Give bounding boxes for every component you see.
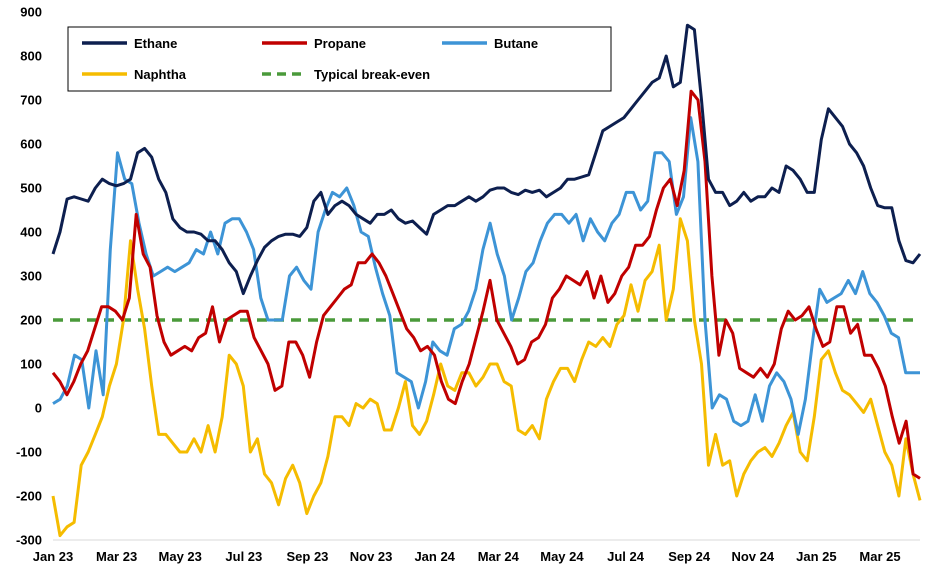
- x-tick-label: May 24: [540, 549, 584, 564]
- x-tick-label: May 23: [159, 549, 202, 564]
- x-tick-label: Mar 24: [478, 549, 520, 564]
- series-lines: [51, 23, 922, 538]
- y-axis: -300 -200 -100 0 100 200 300 400 500 600 700 800 900: [16, 5, 42, 548]
- x-tick-label: Sep 23: [287, 549, 329, 564]
- legend-box: [67, 26, 612, 92]
- y-tick-label: 0: [35, 401, 42, 416]
- x-tick-label: Mar 23: [96, 549, 137, 564]
- x-tick-label: Jan 25: [796, 549, 836, 564]
- legend-label-break-even: Typical break-even: [314, 67, 430, 82]
- y-tick-label: 200: [20, 313, 42, 328]
- y-tick-label: 100: [20, 357, 42, 372]
- y-tick-label: 300: [20, 269, 42, 284]
- legend-label-propane: Propane: [314, 36, 366, 51]
- x-tick-label: Jan 24: [414, 549, 455, 564]
- y-tick-label: 700: [20, 93, 42, 108]
- y-tick-label: 900: [20, 5, 42, 20]
- series-line-butane: [52, 116, 920, 436]
- y-tick-label: -100: [16, 445, 42, 460]
- x-tick-label: Jan 23: [33, 549, 73, 564]
- y-tick-label: -200: [16, 489, 42, 504]
- x-tick-label: Nov 23: [350, 549, 393, 564]
- x-tick-label: Jul 23: [225, 549, 262, 564]
- y-tick-label: 500: [20, 181, 42, 196]
- legend: Ethane Propane Butane Naphtha Typical br…: [67, 26, 612, 92]
- x-tick-label: Jul 24: [607, 549, 645, 564]
- y-tick-label: 400: [20, 225, 42, 240]
- series-line-propane: [51, 89, 921, 480]
- x-tick-label: Sep 24: [668, 549, 711, 564]
- legend-label-naphtha: Naphtha: [134, 67, 187, 82]
- series-line-ethane: [51, 23, 922, 296]
- y-tick-label: 800: [20, 49, 42, 64]
- series-line-naphtha: [51, 217, 922, 538]
- x-axis: Jan 23 Mar 23 May 23 Jul 23 Sep 23 Nov 23 Jan …: [33, 549, 901, 564]
- legend-label-butane: Butane: [494, 36, 538, 51]
- x-tick-label: Nov 24: [731, 549, 774, 564]
- y-tick-label: -300: [16, 533, 42, 548]
- legend-label-ethane: Ethane: [134, 36, 177, 51]
- y-tick-label: 600: [20, 137, 42, 152]
- x-tick-label: Mar 25: [859, 549, 900, 564]
